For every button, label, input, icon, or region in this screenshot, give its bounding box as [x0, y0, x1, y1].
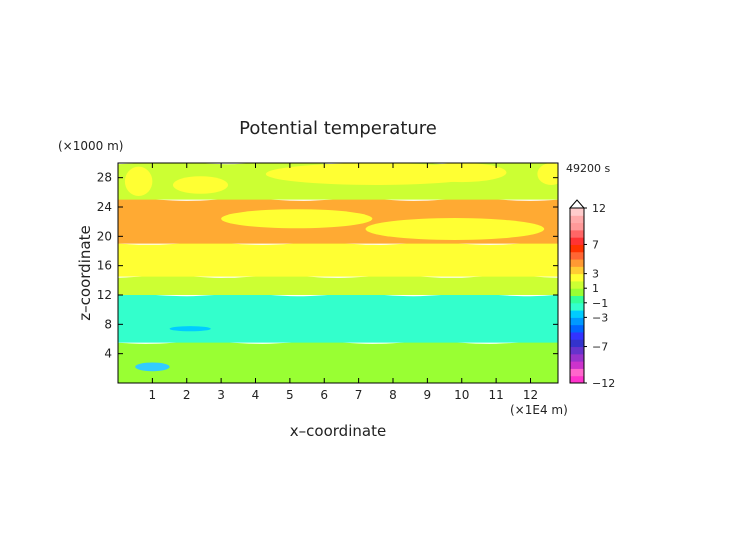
colorbar: 12 7 31 −1−3 −7 −12	[568, 199, 615, 390]
x-tick-label: 8	[389, 388, 397, 402]
x-tick-label: 11	[488, 388, 503, 402]
x-tick-label: 7	[355, 388, 363, 402]
x-tick-label: 5	[286, 388, 294, 402]
warm-contour-region	[221, 209, 373, 229]
contour-band	[118, 293, 558, 343]
contour-band	[118, 341, 558, 383]
colorbar-swatch	[570, 237, 584, 245]
cold-contour-region	[169, 326, 211, 332]
warm-contour-region	[365, 218, 545, 240]
y-tick-label: 8	[104, 317, 112, 331]
plot-area	[118, 163, 558, 383]
colorbar-swatch	[570, 251, 584, 260]
contour-band	[118, 242, 558, 277]
colorbar-swatch	[570, 222, 584, 231]
colorbar-swatch	[570, 302, 584, 311]
y-tick-label: 12	[97, 288, 112, 302]
cold-contour-region	[135, 362, 170, 372]
x-tick-label: 1	[149, 388, 157, 402]
y-axis: 4 8 12 16 20 24 28	[97, 171, 558, 361]
colorbar-swatch	[570, 346, 584, 355]
x-unit-label: (×1E4 m)	[510, 403, 568, 417]
colorbar-swatch	[570, 273, 584, 282]
colorbar-tick-label: 3	[592, 268, 599, 281]
x-tick-label: 10	[454, 388, 469, 402]
colorbar-swatch	[570, 310, 584, 318]
x-tick-label: 2	[183, 388, 191, 402]
colorbar-swatch	[570, 339, 584, 348]
time-label: 49200 s	[566, 162, 610, 175]
plot-frame	[117, 162, 559, 384]
x-axis-label: x–coordinate	[290, 422, 386, 440]
y-unit-label: (×1000 m)	[58, 139, 123, 153]
colorbar-swatch	[570, 331, 584, 340]
x-axis: 1 2 3 4 5 6 7 8 9 10 11 12	[149, 163, 538, 402]
colorbar-swatch	[570, 368, 584, 377]
colorbar-swatch	[570, 215, 584, 224]
colorbar-swatch	[570, 353, 584, 362]
colorbar-swatch	[570, 229, 584, 238]
colorbar-swatch	[570, 266, 584, 275]
y-tick-label: 20	[97, 229, 112, 243]
warm-contour-region	[417, 163, 507, 183]
colorbar-swatch	[570, 280, 584, 289]
colorbar-swatch	[570, 244, 584, 253]
colorbar-swatch	[570, 288, 584, 296]
colorbar-tick-label: −7	[592, 341, 608, 354]
x-tick-label: 3	[217, 388, 225, 402]
y-tick-label: 24	[97, 200, 112, 214]
y-tick-label: 28	[97, 171, 112, 185]
y-tick-label: 4	[104, 347, 112, 361]
colorbar-swatch	[570, 208, 584, 216]
x-tick-label: 12	[523, 388, 538, 402]
colorbar-swatch	[570, 317, 584, 326]
chart-title: Potential temperature	[239, 118, 437, 139]
colorbar-swatch	[570, 295, 584, 304]
contour-band	[118, 275, 558, 295]
colorbar-swatch	[570, 361, 584, 369]
colorbar-tick-label: 1	[592, 282, 599, 295]
colorbar-tick-label: 12	[592, 202, 606, 215]
x-tick-label: 6	[320, 388, 328, 402]
colorbar-tick-label: −1	[592, 297, 608, 310]
warm-contour-region	[124, 166, 153, 196]
colorbar-swatch	[570, 324, 584, 333]
y-axis-label: z–coordinate	[76, 225, 94, 320]
x-tick-label: 9	[424, 388, 432, 402]
colorbar-swatch	[570, 375, 584, 384]
warm-contour-region	[173, 176, 228, 194]
colorbar-tick-label: 7	[592, 238, 599, 251]
x-tick-label: 4	[252, 388, 260, 402]
colorbar-top-arrow	[568, 199, 586, 209]
colorbar-tick-label: −12	[592, 377, 615, 390]
y-tick-label: 16	[97, 259, 112, 273]
colorbar-tick-label: −3	[592, 311, 608, 324]
warm-contour-region	[537, 163, 558, 185]
colorbar-swatch	[570, 259, 584, 267]
